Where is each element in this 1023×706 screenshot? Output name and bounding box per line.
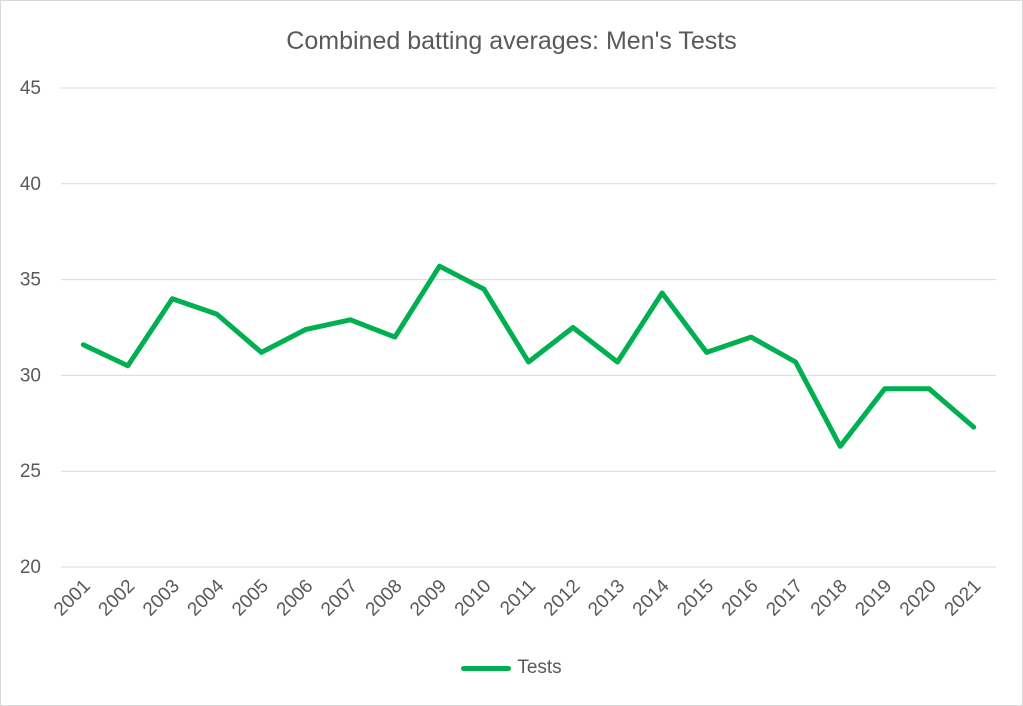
- x-tick-label: 2001: [50, 576, 95, 621]
- x-tick-label: 2007: [317, 576, 362, 621]
- x-tick-label: 2010: [451, 576, 496, 621]
- x-tick-label: 2018: [807, 576, 852, 621]
- y-tick-label: 40: [20, 174, 41, 195]
- legend-swatch-tests: [461, 665, 512, 671]
- x-tick-label: 2008: [362, 576, 407, 621]
- y-axis-ticks: 20 25 30 35 40 45: [20, 78, 41, 578]
- x-tick-label: 2003: [139, 576, 184, 621]
- x-tick-label: 2011: [496, 576, 540, 620]
- legend-label-tests: Tests: [517, 657, 562, 678]
- x-tick-label: 2006: [273, 576, 318, 621]
- series-layer: [80, 263, 977, 449]
- y-tick-label: 45: [20, 78, 41, 99]
- x-tick-label: 2009: [406, 576, 451, 621]
- x-axis-ticks: 2001 2002 2003 2004 2005 2006 2007 2008 2009 2010…: [50, 575, 985, 620]
- y-tick-label: 20: [20, 557, 41, 578]
- x-tick-label: 2021: [941, 576, 986, 621]
- chart-title: Combined batting averages: Men's Tests: [286, 27, 737, 55]
- gridlines: [61, 87, 996, 568]
- x-tick-label: 2004: [184, 575, 229, 620]
- x-tick-label: 2015: [673, 576, 718, 621]
- x-tick-label: 2017: [762, 576, 807, 621]
- y-tick-label: 30: [20, 365, 41, 386]
- legend: Tests: [1, 657, 1022, 679]
- x-tick-label: 2019: [851, 576, 896, 621]
- x-tick-label: 2016: [718, 576, 763, 621]
- x-tick-label: 2012: [540, 576, 585, 621]
- y-tick-label: 25: [20, 461, 41, 482]
- x-tick-label: 2014: [629, 575, 674, 620]
- x-tick-label: 2013: [584, 576, 629, 621]
- x-tick-label: 2005: [228, 576, 273, 621]
- series-line-tests: [80, 263, 977, 449]
- x-tick-label: 2020: [896, 576, 941, 621]
- y-tick-label: 35: [20, 270, 41, 291]
- x-tick-label: 2002: [95, 576, 140, 621]
